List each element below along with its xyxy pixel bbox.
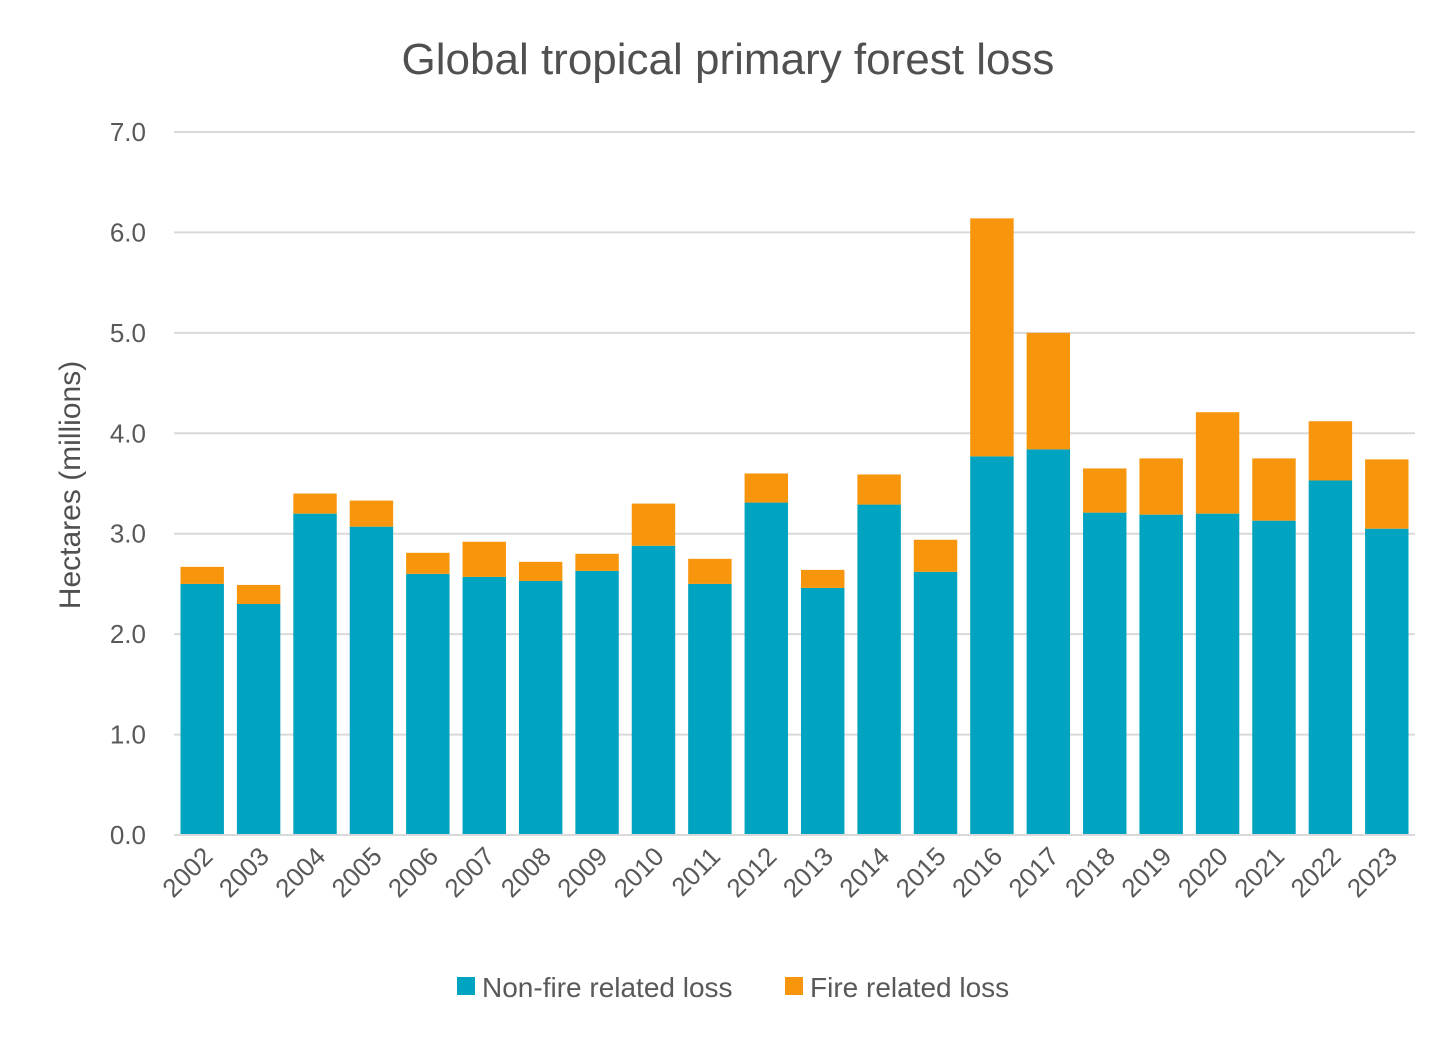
bar-non-fire-2023 [1365, 528, 1409, 835]
x-tick-label: 2010 [608, 841, 670, 903]
bar-fire-2002 [180, 566, 224, 584]
chart-title: Global tropical primary forest loss [402, 35, 1055, 84]
x-tick-label: 2020 [1172, 841, 1234, 903]
bar-fire-2005 [349, 500, 394, 527]
bar-non-fire-2011 [688, 583, 732, 835]
bar-non-fire-2019 [1139, 514, 1183, 835]
bar-fire-2011 [688, 558, 732, 584]
y-tick-label: 6.0 [110, 217, 146, 247]
bar-fire-2003 [236, 584, 281, 605]
x-tick-label: 2007 [438, 841, 500, 903]
bar-fire-2010 [631, 503, 676, 546]
x-tick-label: 2011 [665, 841, 726, 902]
bar-fire-2009 [575, 553, 619, 571]
bar-non-fire-2021 [1252, 520, 1296, 835]
bar-non-fire-2016 [970, 456, 1014, 835]
bar-non-fire-2004 [293, 513, 337, 835]
bar-non-fire-2009 [575, 570, 619, 835]
bar-fire-2016 [970, 218, 1014, 457]
x-tick-label: 2023 [1341, 841, 1403, 903]
bar-fire-2022 [1308, 421, 1353, 481]
bar-fire-2018 [1083, 468, 1127, 513]
bar-fire-2012 [744, 473, 789, 503]
bar-non-fire-2010 [631, 545, 676, 835]
x-tick-label: 2021 [1228, 841, 1290, 903]
bar-non-fire-2007 [462, 576, 506, 835]
bar-fire-2006 [406, 552, 450, 574]
bar-fire-2013 [800, 569, 845, 588]
y-tick-label: 0.0 [110, 820, 146, 850]
x-tick-label: 2005 [326, 841, 388, 903]
bar-non-fire-2005 [349, 526, 394, 835]
x-tick-label: 2004 [269, 841, 331, 903]
legend: Non-fire related loss Fire related loss [457, 972, 1009, 1003]
x-tick-label: 2017 [1002, 841, 1064, 903]
x-tick-label: 2002 [156, 841, 218, 903]
legend-swatch-non-fire [457, 977, 475, 995]
bar-non-fire-2017 [1026, 449, 1071, 835]
y-axis-ticks: 0.0 1.0 2.0 3.0 4.0 5.0 6.0 7.0 [110, 117, 146, 850]
bar-non-fire-2006 [406, 573, 450, 835]
x-axis-ticks: 2002200320042005200620072008200920102011… [156, 841, 1403, 903]
bar-fire-2019 [1139, 458, 1183, 515]
y-tick-label: 7.0 [110, 117, 146, 147]
bar-non-fire-2012 [744, 502, 789, 835]
x-tick-label: 2003 [213, 841, 275, 903]
x-tick-label: 2012 [720, 841, 782, 903]
bar-fire-2008 [518, 561, 563, 581]
x-tick-label: 2008 [495, 841, 557, 903]
legend-label-non-fire: Non-fire related loss [482, 972, 733, 1003]
x-tick-label: 2016 [946, 841, 1008, 903]
x-tick-label: 2019 [1115, 841, 1177, 903]
legend-swatch-fire [785, 977, 803, 995]
x-tick-label: 2006 [382, 841, 444, 903]
y-tick-label: 2.0 [110, 619, 146, 649]
y-tick-label: 3.0 [110, 519, 146, 549]
legend-label-fire: Fire related loss [810, 972, 1009, 1003]
y-axis-label: Hectares (millions) [54, 361, 87, 609]
bar-non-fire-2002 [180, 583, 224, 835]
x-tick-label: 2018 [1059, 841, 1121, 903]
y-tick-label: 5.0 [110, 318, 146, 348]
bar-fire-2007 [462, 541, 506, 577]
bars [180, 218, 1409, 835]
bar-non-fire-2018 [1083, 512, 1127, 835]
bar-fire-2021 [1252, 458, 1296, 521]
bar-fire-2015 [913, 539, 958, 572]
x-tick-label: 2015 [890, 841, 952, 903]
bar-non-fire-2022 [1308, 480, 1353, 835]
bar-non-fire-2015 [913, 571, 958, 835]
bar-fire-2017 [1026, 332, 1071, 450]
bar-non-fire-2020 [1195, 513, 1240, 835]
bar-non-fire-2008 [518, 580, 563, 835]
bar-non-fire-2003 [236, 604, 281, 835]
x-tick-label: 2022 [1285, 841, 1347, 903]
bar-non-fire-2014 [857, 504, 901, 835]
x-tick-label: 2009 [551, 841, 613, 903]
bar-fire-2023 [1365, 459, 1409, 529]
bar-fire-2004 [293, 493, 337, 514]
y-tick-label: 1.0 [110, 720, 146, 750]
bar-fire-2020 [1195, 412, 1240, 514]
y-tick-label: 4.0 [110, 418, 146, 448]
x-tick-label: 2013 [777, 841, 839, 903]
bar-non-fire-2013 [800, 587, 845, 835]
bar-fire-2014 [857, 474, 901, 505]
x-tick-label: 2014 [833, 841, 895, 903]
